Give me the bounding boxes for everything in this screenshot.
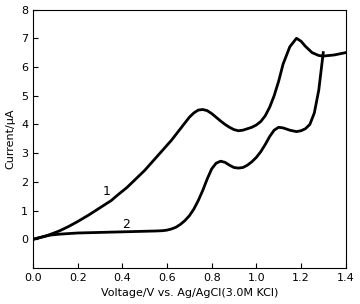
- X-axis label: Voltage/V vs. Ag/AgCl(3.0M KCl): Voltage/V vs. Ag/AgCl(3.0M KCl): [101, 288, 278, 299]
- Text: 1: 1: [102, 185, 110, 198]
- Y-axis label: Current/μA: Current/μA: [5, 109, 15, 169]
- Text: 2: 2: [122, 218, 130, 231]
